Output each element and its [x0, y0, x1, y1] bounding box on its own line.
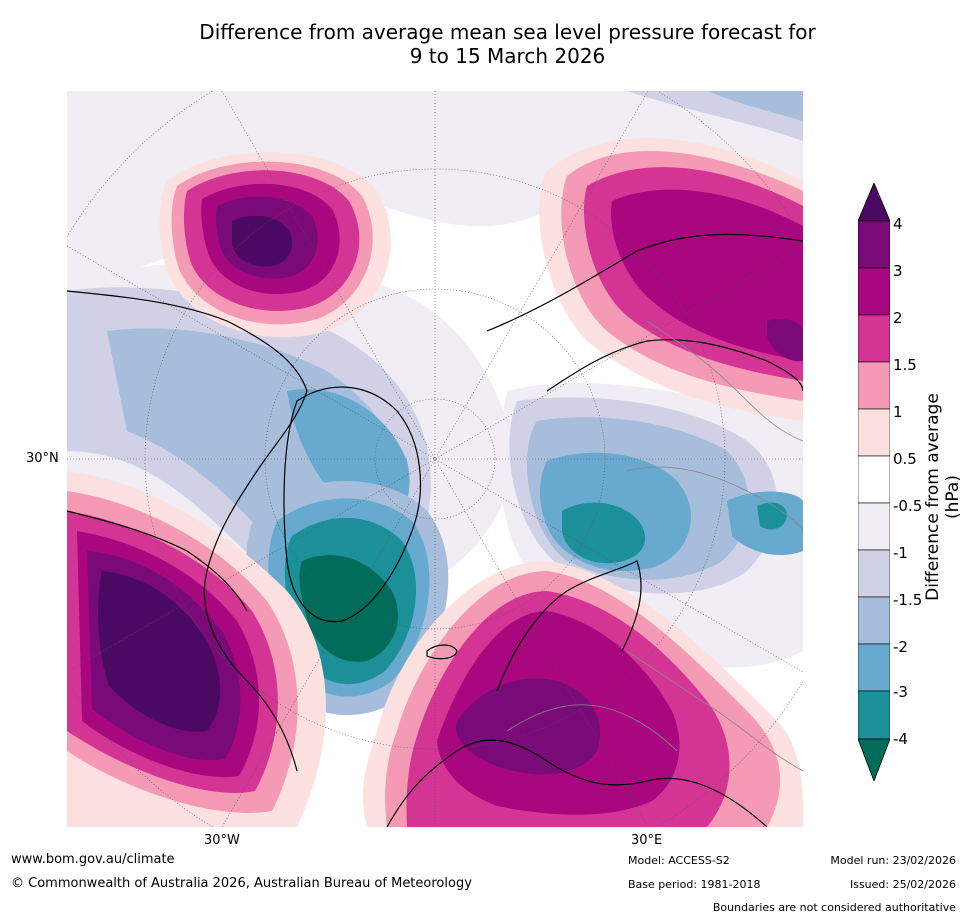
coastline-greenland [283, 386, 421, 623]
footer-disclaimer: Boundaries are not considered authoritat… [712, 901, 956, 914]
colorbar-bin-m4-m3 [858, 690, 890, 740]
colorbar-bin-3-4 [858, 220, 890, 269]
colorbar-tick-m0_5: -0.5 [893, 497, 923, 515]
colorbar-tick-1: 1 [893, 403, 903, 421]
lat-label-30n: 30°N [26, 451, 59, 466]
colorbar-bin-1_5-2 [858, 314, 890, 363]
colorbar-bin-2-3 [858, 267, 890, 316]
colorbar-tick-3: 3 [893, 262, 903, 280]
colorbar-title: Difference from average (hPa) [923, 393, 963, 601]
anomaly-region-positive-northeast-4 [611, 189, 803, 361]
footer-website[interactable]: www.bom.gov.au/climate [11, 852, 175, 867]
footer-copyright: © Commonwealth of Australia 2026, Austra… [11, 876, 472, 891]
coastline-russia-arctic [546, 339, 803, 392]
colorbar-tick-m2: -2 [893, 638, 908, 656]
colorbar-bin-1-1_5 [858, 361, 890, 410]
coastline-iceland [426, 644, 458, 660]
colorbar-tick-2: 2 [893, 309, 903, 327]
pressure-anomaly-map [67, 91, 803, 827]
colorbar-bin-m1_5-m1 [858, 549, 890, 598]
colorbar-tick-m3: -3 [893, 683, 908, 701]
coastline-scandinavia [496, 560, 642, 692]
colorbar-tick-4: 4 [893, 215, 903, 233]
colorbar-tick-0_5: 0.5 [893, 450, 917, 468]
country-borders [506, 320, 803, 772]
footer-issued: Issued: 25/02/2026 [849, 878, 956, 891]
anomaly-region-light-negative-top [67, 91, 803, 281]
colorbar-bin-m1-m0_5 [858, 502, 890, 551]
coastline-europe-south [386, 739, 768, 827]
colorbar-tick-m1: -1 [893, 544, 908, 562]
chart-title: Difference from average mean sea level p… [0, 20, 965, 68]
anomaly-region-positive-europe-5 [456, 678, 601, 775]
colorbar-bin-m3-m2 [858, 643, 890, 692]
graticule [67, 91, 803, 827]
title-line-2: 9 to 15 March 2026 [409, 44, 606, 68]
anomaly-region-negative-ne-corner-inner [707, 91, 803, 121]
colorbar [858, 183, 890, 781]
footer-model-run: Model run: 23/02/2026 [830, 854, 956, 867]
coastline-alaska [67, 510, 248, 612]
lon-label-30e: 30°E [631, 833, 663, 848]
anomaly-region-negative-siberia-4 [562, 502, 646, 564]
colorbar-tick-m4: -4 [893, 730, 908, 748]
colorbar-bin-0_5-1 [858, 408, 890, 457]
title-line-1: Difference from average mean sea level p… [199, 20, 816, 44]
colorbar-tick-m1_5: -1.5 [893, 591, 923, 609]
lon-label-30w: 30°W [204, 833, 240, 848]
footer-base-period: Base period: 1981-2018 [628, 878, 761, 891]
colorbar-arrow-bottom [858, 738, 890, 781]
coastline-eurasia-north [486, 233, 803, 332]
anomaly-region-positive-northeast-5 [767, 319, 803, 362]
coastlines [67, 233, 803, 827]
colorbar-arrow-top [858, 183, 890, 222]
footer-model: Model: ACCESS-S2 [628, 854, 730, 867]
anomaly-region-positive-alaska-6 [232, 215, 293, 267]
anomaly-region-positive-southwest-6 [97, 571, 221, 732]
colorbar-bin-m2-m1_5 [858, 596, 890, 645]
colorbar-tick-1_5: 1.5 [893, 356, 917, 374]
coastline-north-america [67, 290, 308, 772]
colorbar-bin-neutral [858, 455, 890, 504]
